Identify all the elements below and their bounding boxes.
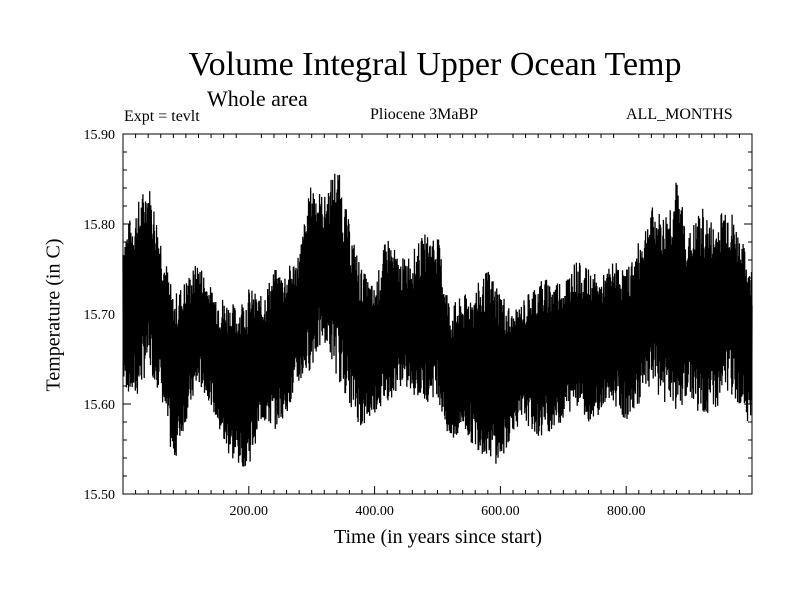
y-tick-label: 15.60 bbox=[84, 398, 116, 413]
x-tick-label: 800.00 bbox=[607, 504, 646, 519]
x-tick-label: 400.00 bbox=[355, 504, 394, 519]
chart-title: Volume Integral Upper Ocean Temp bbox=[188, 46, 682, 83]
y-tick-label: 15.80 bbox=[84, 218, 116, 233]
x-axis-label: Time (in years since start) bbox=[333, 526, 543, 548]
experiment-annotation: Expt = tevlt bbox=[124, 108, 200, 125]
series-line bbox=[122, 173, 753, 467]
y-tick-label: 15.50 bbox=[84, 488, 116, 503]
ticks-layer: 200.00 400.00 600.00 800.00 15.50 15.60 15.70 1… bbox=[84, 128, 752, 519]
y-tick-label: 15.90 bbox=[84, 128, 116, 143]
series-layer bbox=[122, 173, 753, 467]
x-tick-label: 600.00 bbox=[481, 504, 520, 519]
chart-subtitle: Whole area bbox=[207, 86, 308, 111]
period-annotation: Pliocene 3MaBP bbox=[370, 106, 478, 123]
y-tick-label: 15.70 bbox=[84, 308, 116, 323]
months-annotation: ALL_MONTHS bbox=[626, 106, 733, 123]
x-tick-label: 200.00 bbox=[230, 504, 269, 519]
